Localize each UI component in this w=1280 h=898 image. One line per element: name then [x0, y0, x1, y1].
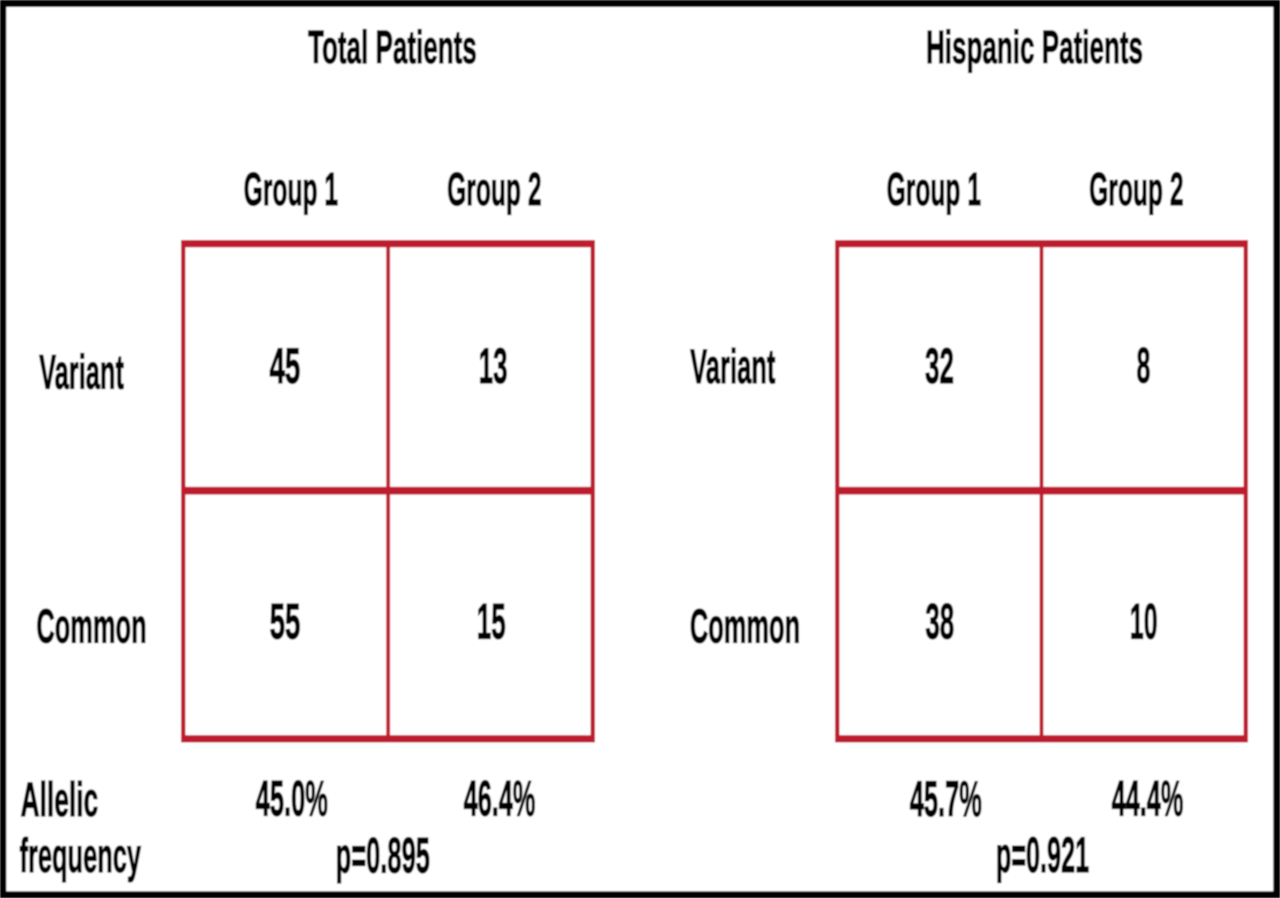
- svg-text:frequency: frequency: [20, 830, 142, 884]
- svg-text:Common: Common: [690, 600, 800, 654]
- svg-text:13: 13: [479, 339, 508, 394]
- svg-text:Variant: Variant: [690, 340, 775, 394]
- svg-text:Group 1: Group 1: [244, 163, 338, 215]
- svg-text:Allelic: Allelic: [21, 774, 99, 827]
- svg-text:10: 10: [1130, 594, 1158, 650]
- svg-text:46.4%: 46.4%: [464, 771, 536, 827]
- svg-text:8: 8: [1137, 338, 1151, 394]
- svg-text:55: 55: [270, 593, 301, 650]
- svg-text:Group 2: Group 2: [447, 163, 541, 215]
- svg-text:Variant: Variant: [39, 346, 124, 400]
- svg-text:32: 32: [925, 339, 954, 394]
- svg-text:p=0.895: p=0.895: [336, 828, 430, 883]
- svg-text:44.4%: 44.4%: [1112, 771, 1184, 827]
- svg-text:45.0%: 45.0%: [256, 772, 328, 827]
- svg-text:15: 15: [477, 594, 506, 649]
- svg-text:Total Patients: Total Patients: [308, 21, 477, 73]
- svg-text:Group 2: Group 2: [1089, 163, 1183, 215]
- svg-text:Group 1: Group 1: [887, 163, 981, 215]
- svg-text:p=0.921: p=0.921: [996, 828, 1089, 884]
- svg-text:45.7%: 45.7%: [910, 772, 982, 827]
- svg-text:Hispanic Patients: Hispanic Patients: [926, 21, 1143, 73]
- svg-text:Common: Common: [36, 600, 146, 654]
- svg-text:45: 45: [269, 337, 300, 394]
- svg-text:38: 38: [925, 594, 954, 649]
